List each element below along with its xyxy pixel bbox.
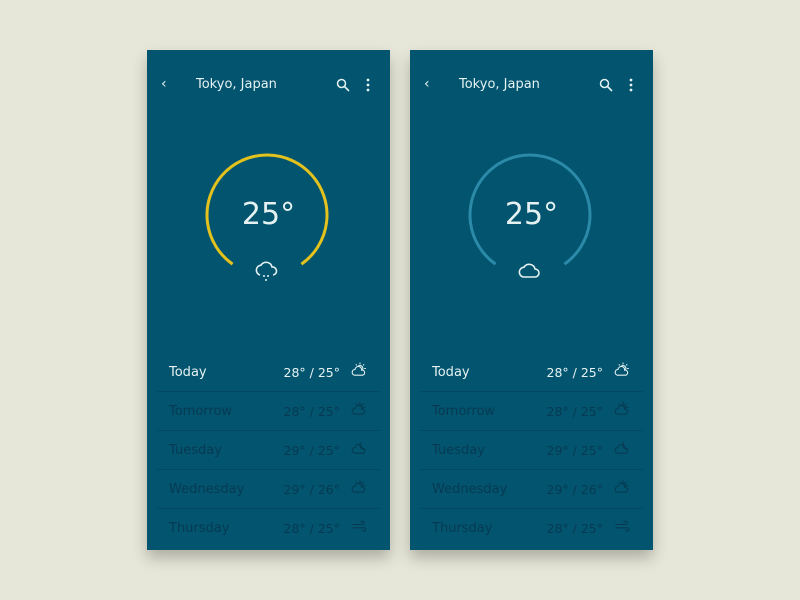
- temperature-ring: [468, 153, 592, 278]
- forecast-row[interactable]: Wednesday 29° / 26°: [420, 470, 643, 509]
- forecast-day: Thursday: [432, 521, 493, 536]
- current-temperature: 25°: [241, 197, 296, 232]
- partly-sunny-icon: [351, 479, 366, 493]
- forecast-row[interactable]: Today 28° / 25°: [420, 353, 643, 392]
- forecast-day: Tomorrow: [169, 404, 233, 419]
- forecast-range: 29° / 26°: [546, 482, 603, 497]
- forecast-range: 29° / 25°: [546, 443, 603, 458]
- forecast-range: 28° / 25°: [283, 365, 340, 380]
- city-title: Tokyo, Japan: [459, 77, 540, 92]
- forecast-row[interactable]: Thursday 28° / 25°: [157, 509, 380, 547]
- forecast-row[interactable]: Tomorrow 28° / 25°: [420, 392, 643, 431]
- forecast-row[interactable]: Thursday 28° / 25°: [420, 509, 643, 547]
- cloud-icon: [518, 263, 540, 278]
- forecast-day: Wednesday: [432, 482, 508, 497]
- forecast-range: 28° / 25°: [283, 521, 340, 536]
- temperature-ring: [205, 153, 329, 281]
- partly-sunny-icon: [614, 479, 629, 493]
- forecast-day: Thursday: [169, 521, 230, 536]
- cloudy-moon-icon: [614, 441, 629, 454]
- current-temperature: 25°: [504, 197, 559, 232]
- forecast-range: 28° / 25°: [546, 404, 603, 419]
- forecast-row[interactable]: Tuesday 29° / 25°: [157, 431, 380, 470]
- forecast-range: 28° / 25°: [546, 521, 603, 536]
- forecast-range: 28° / 25°: [283, 404, 340, 419]
- partly-sunny-icon: [351, 401, 366, 415]
- partly-sunny-icon: [614, 362, 629, 376]
- cloud-rain-icon: [255, 261, 278, 281]
- back-arrow-icon[interactable]: ‹: [424, 76, 430, 92]
- partly-sunny-icon: [614, 401, 629, 415]
- forecast-day: Tomorrow: [432, 404, 496, 419]
- more-vertical-icon[interactable]: [628, 78, 634, 92]
- partly-sunny-icon: [351, 362, 366, 376]
- forecast-row[interactable]: Today 28° / 25°: [157, 353, 380, 392]
- forecast-day: Wednesday: [169, 482, 245, 497]
- weather-screen: ‹ Tokyo, Japan 25° Today 28° / 25° Tomor…: [147, 50, 390, 550]
- weather-screen: ‹ Tokyo, Japan 25° Today 28° / 25° Tomor…: [410, 50, 653, 550]
- forecast-day: Today: [169, 365, 207, 380]
- wind-icon: [615, 520, 630, 532]
- forecast-list: Today 28° / 25° Tomorrow 28° / 25° Tuesd…: [157, 353, 380, 547]
- search-icon[interactable]: [599, 78, 613, 92]
- forecast-row[interactable]: Wednesday 29° / 26°: [157, 470, 380, 509]
- more-vertical-icon[interactable]: [365, 78, 371, 92]
- forecast-range: 29° / 25°: [283, 443, 340, 458]
- forecast-range: 28° / 25°: [546, 365, 603, 380]
- forecast-day: Tuesday: [432, 443, 485, 458]
- forecast-row[interactable]: Tomorrow 28° / 25°: [157, 392, 380, 431]
- forecast-range: 29° / 26°: [283, 482, 340, 497]
- forecast-day: Tuesday: [169, 443, 222, 458]
- city-title: Tokyo, Japan: [196, 77, 277, 92]
- wind-icon: [352, 520, 367, 532]
- app-header: ‹ Tokyo, Japan: [410, 50, 653, 120]
- forecast-day: Today: [432, 365, 470, 380]
- search-icon[interactable]: [336, 78, 350, 92]
- back-arrow-icon[interactable]: ‹: [161, 76, 167, 92]
- app-header: ‹ Tokyo, Japan: [147, 50, 390, 120]
- forecast-row[interactable]: Tuesday 29° / 25°: [420, 431, 643, 470]
- forecast-list: Today 28° / 25° Tomorrow 28° / 25° Tuesd…: [420, 353, 643, 547]
- cloudy-moon-icon: [351, 441, 366, 454]
